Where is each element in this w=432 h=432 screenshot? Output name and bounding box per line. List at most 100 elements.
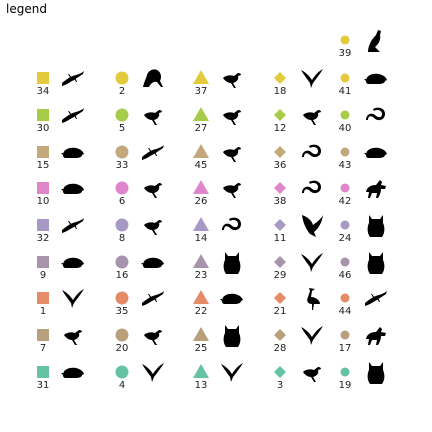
legend-entry: 6 [115, 181, 162, 207]
legend-entry: 45 [193, 144, 241, 171]
legend-marker [37, 366, 49, 378]
legend-marker [115, 71, 129, 85]
legend-label: 30 [37, 123, 50, 134]
legend-entry: 29 [274, 253, 323, 281]
legend-entry: 19 [339, 362, 385, 391]
lizard-icon [62, 108, 84, 123]
legend-label: 45 [195, 160, 208, 171]
legend-entry: 40 [339, 107, 385, 134]
legend-entry: 15 [37, 146, 84, 171]
rodent-icon [61, 183, 84, 194]
legend-entry: 26 [193, 180, 241, 207]
legend-entry: 33 [115, 145, 164, 171]
snake-icon [302, 144, 321, 158]
legend-marker [274, 72, 286, 84]
legend-marker [274, 146, 286, 158]
owl-icon [223, 325, 241, 347]
eagle-icon [302, 215, 323, 237]
legend-label: 39 [339, 48, 352, 59]
legend-entry: 5 [115, 108, 162, 134]
bird-icon [303, 110, 321, 125]
legend-label: 7 [40, 343, 46, 354]
legend-marker [193, 217, 209, 231]
lizard-icon [62, 71, 84, 86]
legend-label: 35 [116, 306, 129, 317]
lizard-icon [142, 145, 164, 160]
legend-title: legend [6, 2, 47, 16]
legend-entry: 12 [274, 109, 321, 134]
lizard-icon [142, 291, 164, 306]
legend-entry: 11 [274, 215, 323, 244]
legend-entry: 9 [37, 256, 84, 281]
legend-entry: 37 [193, 70, 241, 97]
legend-label: 34 [37, 86, 50, 97]
bird-icon [144, 330, 162, 345]
legend-entry: 36 [274, 144, 321, 171]
bird-flying-icon [301, 253, 323, 272]
legend-marker [340, 73, 350, 83]
rodent-icon [61, 257, 84, 268]
rodent-icon [364, 147, 387, 158]
legend-entry: 46 [339, 252, 385, 281]
legend-label: 28 [274, 343, 287, 354]
legend-label: 25 [195, 343, 208, 354]
legend-marker [340, 330, 350, 340]
legend-marker [340, 257, 350, 267]
legend-label: 4 [119, 380, 125, 391]
legend-entry: 32 [37, 218, 84, 244]
legend-label: 36 [274, 160, 287, 171]
legend-label: 12 [274, 123, 287, 134]
legend-label: 9 [40, 270, 46, 281]
legend-entry: 23 [193, 252, 241, 281]
legend-entry: 31 [37, 366, 84, 391]
owl-icon [367, 215, 385, 237]
bird-flying-icon [62, 289, 84, 308]
legend-entry: 14 [193, 217, 241, 244]
legend-label: 32 [37, 233, 50, 244]
legend-entry: 1 [37, 289, 84, 317]
bird-flying-icon [301, 69, 323, 88]
legend-label: 31 [37, 380, 50, 391]
bird-flying-icon [142, 363, 164, 382]
legend-marker [193, 364, 209, 378]
rodent-icon [220, 293, 243, 304]
legend-label: 10 [37, 196, 50, 207]
legend-marker [115, 365, 129, 379]
legend-entry: 41 [339, 73, 387, 97]
legend-entry: 8 [115, 218, 162, 244]
legend-entry: 10 [37, 182, 84, 207]
legend-marker [340, 183, 350, 193]
bird-icon [303, 367, 321, 382]
rodent-icon [61, 147, 84, 158]
bird-icon [64, 330, 82, 345]
legend-marker [193, 70, 209, 84]
legend-marker [115, 328, 129, 342]
rodent-icon [61, 367, 84, 378]
legend-marker [274, 256, 286, 268]
bird-icon [223, 183, 241, 198]
legend-entry: 7 [37, 329, 82, 354]
squirrel-icon [143, 69, 163, 87]
legend-entry: 43 [339, 147, 387, 171]
legend-entry: 20 [115, 328, 162, 354]
legend-label: 5 [119, 123, 125, 134]
weasel-icon [368, 30, 381, 52]
legend-label: 18 [274, 86, 287, 97]
wolf-icon [366, 327, 386, 345]
legend-entry: 17 [339, 327, 386, 354]
legend-entry: 44 [339, 291, 387, 317]
legend-entry: 25 [193, 325, 241, 354]
legend-label: 17 [339, 343, 352, 354]
wolf-icon [366, 180, 386, 198]
legend-label: 42 [339, 196, 352, 207]
legend-entry: 34 [37, 71, 84, 97]
legend-marker [37, 329, 49, 341]
legend-entry: 35 [115, 291, 164, 317]
legend-marker [193, 144, 209, 158]
legend-marker [37, 256, 49, 268]
legend-label: 6 [119, 196, 125, 207]
legend-marker [37, 72, 49, 84]
legend-entry: 18 [274, 69, 323, 97]
heron-icon [307, 288, 320, 310]
